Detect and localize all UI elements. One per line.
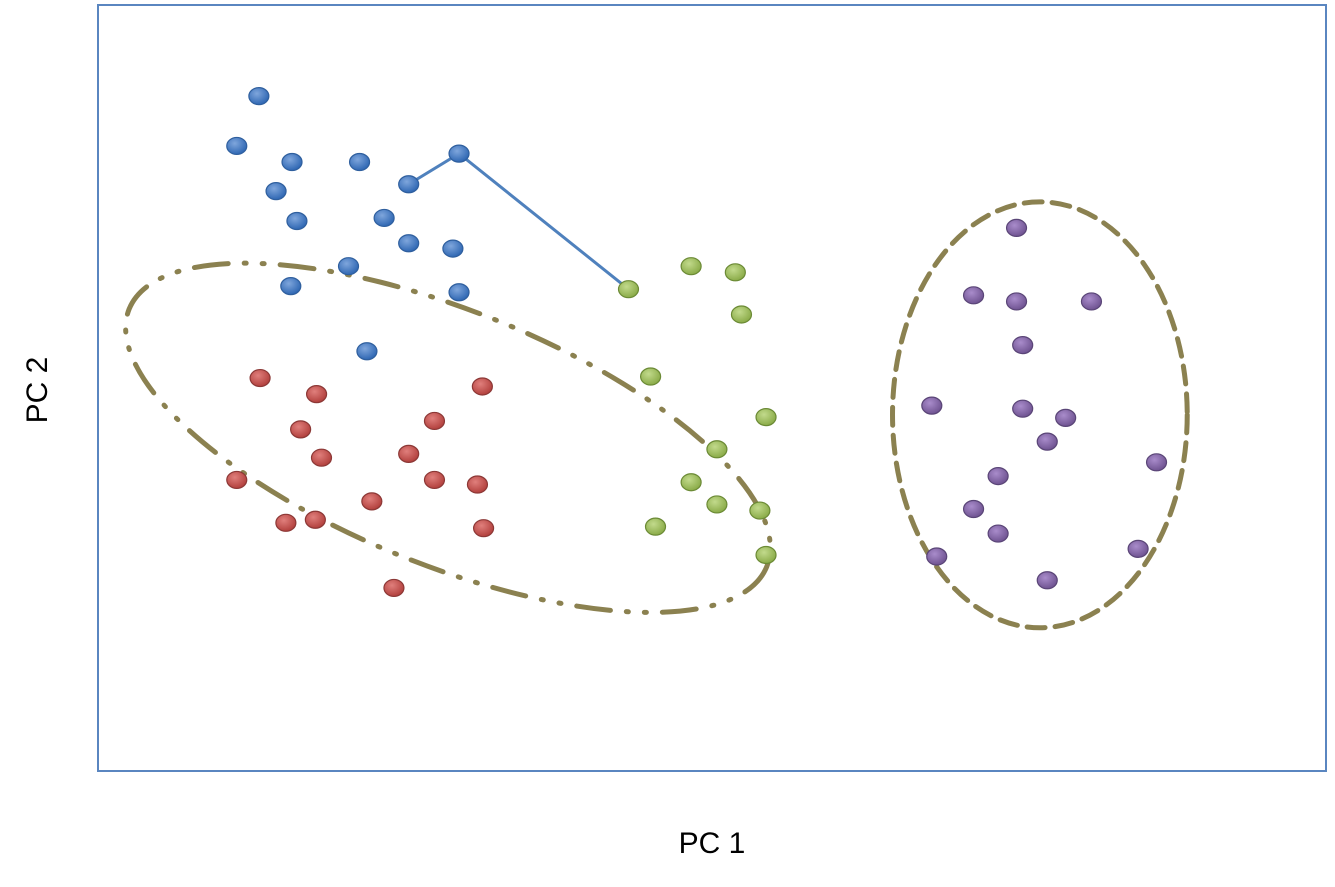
data-point: [1036, 432, 1058, 451]
data-point: [398, 444, 420, 463]
data-point: [286, 211, 308, 231]
data-point: [356, 342, 378, 361]
data-point: [1036, 571, 1058, 590]
data-point: [398, 175, 420, 194]
data-point: [398, 234, 420, 253]
data-point: [921, 396, 943, 415]
data-point: [1012, 336, 1034, 355]
data-point: [337, 257, 360, 276]
data-point: [472, 519, 495, 538]
data-point: [226, 136, 248, 156]
data-point: [706, 440, 728, 459]
data-point: [1145, 453, 1168, 472]
data-point: [730, 305, 753, 324]
data-point: [423, 470, 446, 490]
data-point: [1005, 292, 1028, 311]
data-point: [226, 470, 248, 490]
data-point: [280, 277, 302, 296]
data-point: [448, 283, 470, 302]
data-point: [987, 466, 1009, 486]
data-point: [1012, 399, 1034, 418]
data-point: [373, 208, 395, 228]
data-point: [680, 257, 702, 276]
data-point: [1127, 539, 1149, 558]
data-point: [749, 501, 771, 520]
dashed-cluster-ellipse: [890, 199, 1190, 631]
data-point: [361, 492, 383, 511]
data-point: [265, 182, 287, 201]
data-point: [1005, 218, 1028, 238]
data-point: [680, 473, 702, 492]
data-point: [706, 495, 728, 514]
plot-area-frame: [97, 4, 1327, 772]
data-point: [1080, 292, 1103, 311]
data-point: [617, 280, 640, 299]
x-axis-label: PC 1: [679, 827, 746, 860]
data-point: [290, 420, 312, 439]
data-point: [987, 524, 1009, 543]
data-point: [962, 499, 985, 519]
data-point: [249, 368, 271, 388]
data-point: [310, 448, 333, 467]
data-point: [442, 239, 464, 258]
data-point: [755, 545, 777, 565]
data-point: [755, 408, 777, 427]
data-point: [448, 144, 470, 163]
data-point: [275, 513, 297, 532]
series-1: [226, 368, 495, 598]
data-point: [466, 475, 489, 494]
series-2: [617, 257, 777, 565]
data-point: [348, 152, 371, 172]
data-point: [305, 385, 328, 404]
data-point: [1055, 408, 1077, 427]
y-axis-label: PC 2: [21, 357, 54, 424]
data-point: [248, 87, 270, 106]
data-point: [304, 510, 326, 529]
data-point: [962, 286, 985, 305]
series-3: [921, 218, 1168, 590]
data-point: [926, 547, 948, 566]
data-point: [281, 152, 303, 172]
points-layer: [226, 87, 1168, 598]
data-point: [383, 578, 405, 598]
data-point: [639, 367, 662, 386]
series-0: [226, 87, 470, 361]
data-point: [423, 411, 446, 431]
data-point: [724, 263, 746, 282]
data-point: [471, 377, 493, 396]
dash-dot-cluster-ellipse: [123, 260, 773, 615]
data-point: [644, 517, 667, 536]
